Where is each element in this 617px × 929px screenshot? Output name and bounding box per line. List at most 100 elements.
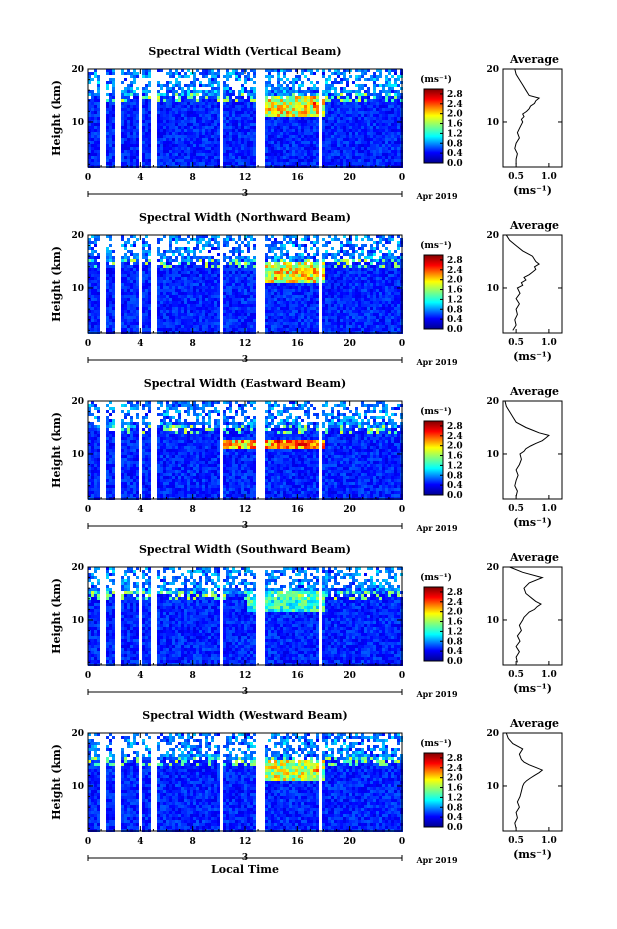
heatmap-cell bbox=[142, 147, 145, 150]
heatmap-cell bbox=[127, 280, 130, 283]
heatmap-cell bbox=[250, 150, 253, 153]
heatmap-cell bbox=[247, 75, 250, 78]
heatmap-cell bbox=[361, 129, 364, 132]
heatmap-cell bbox=[277, 298, 280, 301]
heatmap-cell bbox=[337, 310, 340, 313]
heatmap-cell bbox=[175, 141, 178, 144]
heatmap-cell bbox=[196, 150, 199, 153]
heatmap-cell bbox=[211, 123, 214, 126]
heatmap-cell bbox=[217, 289, 220, 292]
heatmap-cell bbox=[127, 274, 130, 277]
heatmap-cell bbox=[130, 235, 133, 238]
heatmap-cell bbox=[169, 147, 172, 150]
heatmap-cell bbox=[97, 280, 100, 283]
heatmap-cell bbox=[340, 102, 343, 105]
heatmap-cell bbox=[130, 277, 133, 280]
heatmap-cell bbox=[379, 96, 382, 99]
heatmap-cell bbox=[232, 274, 235, 277]
heatmap-cell bbox=[376, 123, 379, 126]
heatmap-cell bbox=[247, 132, 250, 135]
heatmap-cell bbox=[112, 150, 115, 153]
heatmap-cell bbox=[307, 271, 310, 274]
heatmap-cell bbox=[187, 265, 190, 268]
heatmap-cell bbox=[106, 81, 109, 84]
heatmap-cell bbox=[247, 135, 250, 138]
heatmap-cell bbox=[250, 310, 253, 313]
heatmap-cell bbox=[196, 328, 199, 331]
heatmap-cell bbox=[181, 147, 184, 150]
heatmap-cell bbox=[250, 280, 253, 283]
heatmap-cell bbox=[127, 93, 130, 96]
heatmap-cell bbox=[301, 301, 304, 304]
heatmap-cell bbox=[208, 69, 211, 72]
heatmap-cell bbox=[178, 126, 181, 129]
heatmap-cell bbox=[298, 313, 301, 316]
heatmap-cell bbox=[193, 292, 196, 295]
heatmap-cell bbox=[235, 75, 238, 78]
heatmap-cell bbox=[145, 132, 148, 135]
heatmap-cell bbox=[328, 99, 331, 102]
heatmap-cell bbox=[145, 307, 148, 310]
heatmap-cell bbox=[157, 90, 160, 93]
heatmap-cell bbox=[193, 310, 196, 313]
heatmap-cell bbox=[232, 292, 235, 295]
heatmap-cell bbox=[208, 78, 211, 81]
heatmap-cell bbox=[199, 84, 202, 87]
heatmap-cell bbox=[364, 141, 367, 144]
heatmap-cell bbox=[328, 84, 331, 87]
heatmap-cell bbox=[127, 156, 130, 159]
heatmap-cell bbox=[295, 316, 298, 319]
heatmap-cell bbox=[136, 271, 139, 274]
heatmap-cell bbox=[193, 132, 196, 135]
heatmap-cell bbox=[184, 319, 187, 322]
heatmap-cell bbox=[334, 138, 337, 141]
heatmap-cell bbox=[109, 271, 112, 274]
heatmap-cell bbox=[136, 295, 139, 298]
heatmap-cell bbox=[274, 283, 277, 286]
heatmap-cell bbox=[247, 304, 250, 307]
heatmap-cell bbox=[241, 292, 244, 295]
heatmap-cell bbox=[106, 247, 109, 250]
heatmap-cell bbox=[358, 117, 361, 120]
heatmap-cell bbox=[226, 316, 229, 319]
heatmap-cell bbox=[313, 295, 316, 298]
heatmap-cell bbox=[397, 117, 400, 120]
heatmap-cell bbox=[232, 69, 235, 72]
heatmap-cell bbox=[142, 144, 145, 147]
heatmap-cell bbox=[325, 156, 328, 159]
heatmap-cell bbox=[193, 256, 196, 259]
heatmap-cell bbox=[124, 162, 127, 165]
heatmap-cell bbox=[271, 235, 274, 238]
heatmap-cell bbox=[97, 283, 100, 286]
heatmap-cell bbox=[349, 147, 352, 150]
heatmap-cell bbox=[247, 274, 250, 277]
heatmap-cell bbox=[247, 144, 250, 147]
heatmap-cell bbox=[232, 238, 235, 241]
heatmap-cell bbox=[253, 259, 256, 262]
heatmap-cell bbox=[340, 274, 343, 277]
heatmap-cell bbox=[238, 322, 241, 325]
heatmap-cell bbox=[133, 129, 136, 132]
heatmap-cell bbox=[331, 247, 334, 250]
heatmap-cell bbox=[307, 78, 310, 81]
heatmap-cell bbox=[106, 289, 109, 292]
heatmap-cell bbox=[292, 301, 295, 304]
heatmap-cell bbox=[271, 96, 274, 99]
heatmap-cell bbox=[265, 123, 268, 126]
heatmap-cell bbox=[202, 295, 205, 298]
heatmap-cell bbox=[289, 135, 292, 138]
heatmap-cell bbox=[250, 304, 253, 307]
heatmap-cell bbox=[202, 238, 205, 241]
heatmap-cell bbox=[340, 280, 343, 283]
heatmap-cell bbox=[295, 298, 298, 301]
heatmap-cell bbox=[391, 111, 394, 114]
heatmap-cell bbox=[187, 250, 190, 253]
heatmap-cell bbox=[394, 69, 397, 72]
heatmap-cell bbox=[310, 298, 313, 301]
heatmap-cell bbox=[313, 141, 316, 144]
heatmap-cell bbox=[298, 325, 301, 328]
heatmap-cell bbox=[229, 126, 232, 129]
heatmap-cell bbox=[148, 144, 151, 147]
heatmap-cell bbox=[301, 135, 304, 138]
heatmap-cell bbox=[352, 123, 355, 126]
